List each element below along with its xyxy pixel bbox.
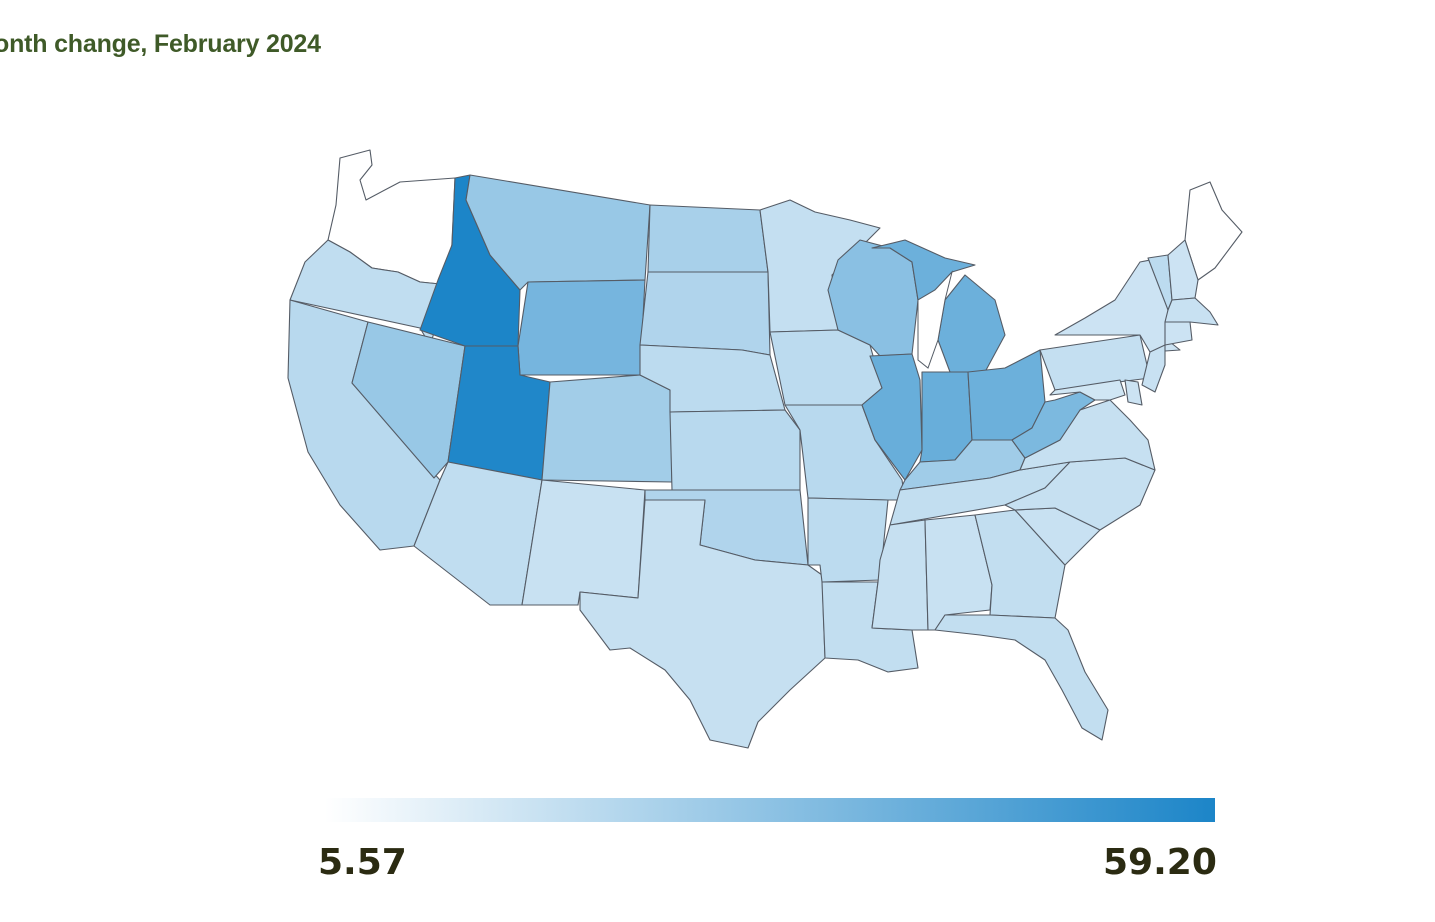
state-colorado[interactable]: Colorado (541, 374, 673, 483)
state-kansas[interactable]: Kansas (669, 409, 801, 491)
legend-min-label: 5.57 (318, 842, 407, 883)
state-connecticut[interactable]: Connecticut (1164, 321, 1193, 346)
state-florida[interactable]: Florida (934, 614, 1109, 741)
state-maine[interactable]: Maine (1184, 181, 1243, 281)
state-maryland[interactable]: Maryland (1049, 379, 1126, 401)
state-delaware[interactable]: Delaware (1124, 379, 1143, 406)
lake-michigan (917, 270, 953, 369)
color-scale-bar (325, 798, 1215, 822)
state-wyoming[interactable]: Wyoming (517, 279, 646, 376)
map-title: onth change, February 2024 (0, 30, 321, 58)
state-north-carolina[interactable]: North Carolina (1004, 457, 1156, 531)
state-south-dakota[interactable]: South Dakota (639, 271, 771, 356)
state-new-hampshire[interactable]: New Hampshire (1167, 239, 1199, 301)
state-new-mexico[interactable]: New Mexico (521, 479, 646, 606)
state-arkansas[interactable]: Arkansas (807, 497, 889, 583)
state-west-virginia[interactable]: West Virginia (1011, 391, 1096, 459)
state-texas[interactable]: Texas (579, 499, 826, 749)
state-new-jersey[interactable]: New Jersey (1141, 344, 1166, 393)
state-north-dakota[interactable]: North Dakota (647, 204, 769, 273)
state-nevada[interactable]: Nevada (351, 321, 466, 479)
state-massachusetts[interactable]: Massachusetts (1164, 297, 1219, 326)
legend-max-label: 59.20 (1103, 842, 1217, 883)
